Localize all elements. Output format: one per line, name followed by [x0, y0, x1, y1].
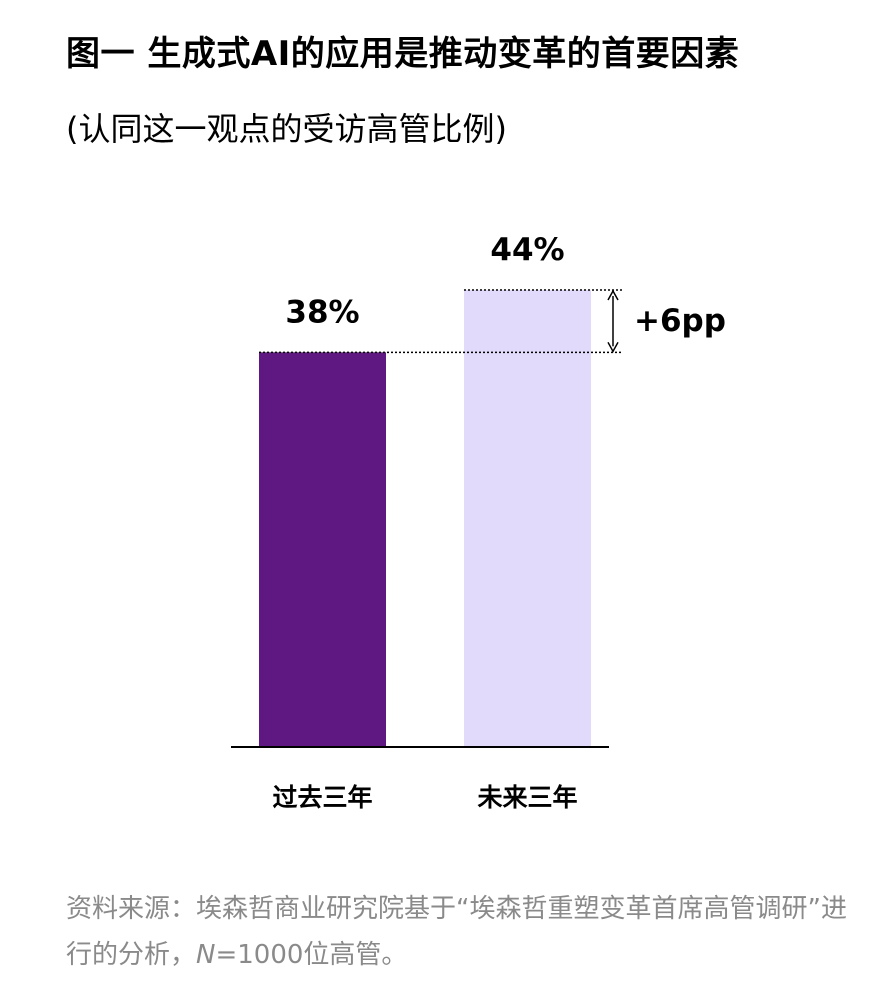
source-prefix: 资料来源：埃森哲商业研究院基于“埃森哲重塑变革首席高管调研”进行的分析， [66, 894, 847, 970]
difference-arrow-head-up [607, 289, 619, 301]
chart-title: 图一 生成式AI的应用是推动变革的首要因素 [66, 34, 740, 74]
source-note: 资料来源：埃森哲商业研究院基于“埃森哲重塑变革首席高管调研”进行的分析，N=10… [66, 886, 866, 978]
source-n-variable: N [196, 940, 216, 970]
category-label-1: 过去三年 [272, 783, 372, 812]
bar-1 [259, 352, 386, 747]
difference-arrow-head-down [607, 341, 619, 353]
source-suffix: =1000位高管。 [215, 940, 408, 970]
bar-value-label-1: 38% [285, 294, 359, 330]
bar-value-label-2: 44% [490, 232, 564, 268]
bar-2 [464, 290, 591, 747]
category-label-2: 未来三年 [477, 783, 577, 812]
difference-annotation: +6pp [634, 303, 726, 339]
chart-subtitle: (认同这一观点的受访高管比例) [66, 110, 507, 148]
bar-chart: 38% 过去三年 44% 未来三年 +6pp [231, 232, 726, 812]
